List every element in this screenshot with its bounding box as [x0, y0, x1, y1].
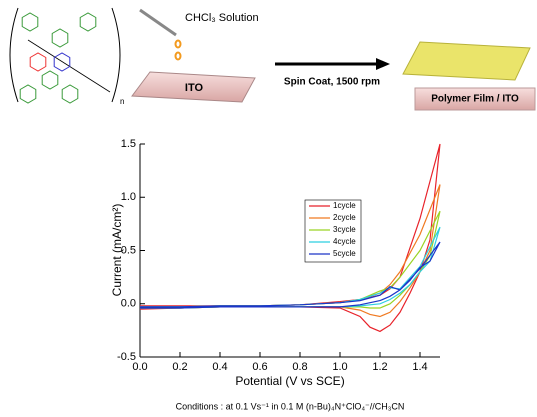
solution-label: CHCl₃ Solution — [185, 12, 259, 24]
legend — [304, 199, 362, 263]
legend-label: 2cycle — [333, 213, 356, 222]
x-tick-label: 0.2 — [172, 361, 187, 373]
pipette — [139, 8, 177, 37]
drop — [174, 51, 182, 61]
drop — [174, 39, 182, 49]
ring — [53, 52, 71, 72]
y-tick-label: -0.5 — [117, 351, 136, 363]
x-tick-label: 0.6 — [252, 361, 267, 373]
legend-label: 5cycle — [333, 249, 356, 258]
ito-slab — [131, 71, 256, 103]
molecule — [9, 7, 121, 104]
y-axis-label: Current (mA/cm²) — [110, 204, 124, 297]
repeat-unit: n — [120, 97, 124, 106]
ring — [61, 84, 79, 104]
ring — [79, 12, 97, 32]
legend-label: 3cycle — [333, 225, 356, 234]
cv-curve — [139, 143, 441, 333]
x-tick-label: 1.0 — [332, 361, 347, 373]
ring — [21, 12, 39, 32]
bracket — [9, 7, 19, 103]
y-tick-label: 1.0 — [121, 191, 136, 203]
x-tick-label: 0.8 — [292, 361, 307, 373]
bond — [27, 39, 111, 93]
x-tick-label: 1.2 — [372, 361, 387, 373]
arrowhead — [376, 58, 390, 70]
ring — [41, 70, 59, 90]
x-tick-label: 0.0 — [132, 361, 147, 373]
caption: Conditions : at 0.1 Vs⁻¹ in 0.1 M (n-Bu)… — [176, 401, 405, 411]
polymer-film — [402, 41, 531, 81]
ring — [51, 28, 69, 48]
x-tick-label: 1.4 — [412, 361, 427, 373]
product-box — [414, 87, 536, 111]
bracket — [111, 7, 121, 103]
process-label: Spin Coat, 1500 rpm — [284, 77, 380, 88]
x-tick-label: 0.4 — [212, 361, 227, 373]
legend-label: 4cycle — [333, 237, 356, 246]
ring — [29, 52, 47, 72]
cv-curve — [140, 226, 441, 309]
x-axis-label: Potential (V vs SCE) — [235, 374, 344, 388]
ring — [19, 84, 37, 104]
ito-label: ITO — [185, 82, 204, 94]
cv-curve — [140, 241, 441, 309]
legend-label: 1cycle — [333, 201, 356, 210]
y-tick-label: 0.5 — [121, 244, 136, 256]
y-tick-label: 0.0 — [121, 298, 136, 310]
product-label: Polymer Film / ITO — [431, 94, 519, 105]
y-tick-label: 1.5 — [121, 138, 136, 150]
